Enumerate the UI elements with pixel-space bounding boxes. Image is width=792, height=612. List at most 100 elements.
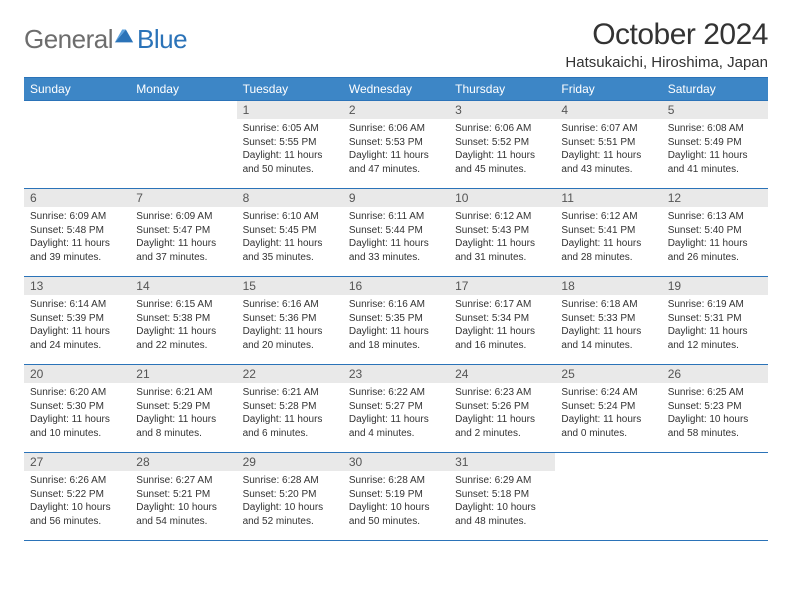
day-number: 21 — [130, 365, 236, 383]
daylight-line: Daylight: 10 hours and 54 minutes. — [136, 501, 230, 528]
sunset-line: Sunset: 5:26 PM — [455, 400, 549, 414]
sunset-line: Sunset: 5:28 PM — [243, 400, 337, 414]
daylight-line: Daylight: 11 hours and 31 minutes. — [455, 237, 549, 264]
day-details: Sunrise: 6:11 AMSunset: 5:44 PMDaylight:… — [343, 207, 449, 268]
day-details: Sunrise: 6:12 AMSunset: 5:43 PMDaylight:… — [449, 207, 555, 268]
day-number: 10 — [449, 189, 555, 207]
calendar-cell: 2Sunrise: 6:06 AMSunset: 5:53 PMDaylight… — [343, 101, 449, 189]
daylight-line: Daylight: 11 hours and 12 minutes. — [668, 325, 762, 352]
sunset-line: Sunset: 5:44 PM — [349, 224, 443, 238]
day-details: Sunrise: 6:17 AMSunset: 5:34 PMDaylight:… — [449, 295, 555, 356]
day-details: Sunrise: 6:09 AMSunset: 5:47 PMDaylight:… — [130, 207, 236, 268]
day-number: 30 — [343, 453, 449, 471]
calendar-cell: 1Sunrise: 6:05 AMSunset: 5:55 PMDaylight… — [237, 101, 343, 189]
daylight-line: Daylight: 11 hours and 16 minutes. — [455, 325, 549, 352]
sunrise-line: Sunrise: 6:12 AM — [561, 210, 655, 224]
day-number: 2 — [343, 101, 449, 119]
sunset-line: Sunset: 5:20 PM — [243, 488, 337, 502]
triangle-icon — [113, 24, 135, 46]
calendar-cell: 3Sunrise: 6:06 AMSunset: 5:52 PMDaylight… — [449, 101, 555, 189]
day-details: Sunrise: 6:08 AMSunset: 5:49 PMDaylight:… — [662, 119, 768, 180]
sunrise-line: Sunrise: 6:29 AM — [455, 474, 549, 488]
day-details: Sunrise: 6:25 AMSunset: 5:23 PMDaylight:… — [662, 383, 768, 444]
calendar-cell: 24Sunrise: 6:23 AMSunset: 5:26 PMDayligh… — [449, 365, 555, 453]
calendar-cell: 22Sunrise: 6:21 AMSunset: 5:28 PMDayligh… — [237, 365, 343, 453]
day-number: 19 — [662, 277, 768, 295]
calendar-page: General Blue October 2024 Hatsukaichi, H… — [0, 0, 792, 541]
daylight-line: Daylight: 11 hours and 41 minutes. — [668, 149, 762, 176]
day-details: Sunrise: 6:14 AMSunset: 5:39 PMDaylight:… — [24, 295, 130, 356]
calendar-cell: 5Sunrise: 6:08 AMSunset: 5:49 PMDaylight… — [662, 101, 768, 189]
calendar-cell: 26Sunrise: 6:25 AMSunset: 5:23 PMDayligh… — [662, 365, 768, 453]
calendar-body: 1Sunrise: 6:05 AMSunset: 5:55 PMDaylight… — [24, 101, 768, 541]
daylight-line: Daylight: 10 hours and 56 minutes. — [30, 501, 124, 528]
day-details: Sunrise: 6:06 AMSunset: 5:53 PMDaylight:… — [343, 119, 449, 180]
sunset-line: Sunset: 5:21 PM — [136, 488, 230, 502]
day-number: 31 — [449, 453, 555, 471]
sunset-line: Sunset: 5:27 PM — [349, 400, 443, 414]
day-details: Sunrise: 6:12 AMSunset: 5:41 PMDaylight:… — [555, 207, 661, 268]
day-number: 22 — [237, 365, 343, 383]
sunset-line: Sunset: 5:23 PM — [668, 400, 762, 414]
daylight-line: Daylight: 11 hours and 0 minutes. — [561, 413, 655, 440]
calendar-cell — [24, 101, 130, 189]
sunrise-line: Sunrise: 6:16 AM — [243, 298, 337, 312]
sunset-line: Sunset: 5:52 PM — [455, 136, 549, 150]
day-number: 23 — [343, 365, 449, 383]
calendar-row: 6Sunrise: 6:09 AMSunset: 5:48 PMDaylight… — [24, 189, 768, 277]
day-details: Sunrise: 6:15 AMSunset: 5:38 PMDaylight:… — [130, 295, 236, 356]
col-tuesday: Tuesday — [237, 78, 343, 101]
day-details: Sunrise: 6:24 AMSunset: 5:24 PMDaylight:… — [555, 383, 661, 444]
calendar-cell: 20Sunrise: 6:20 AMSunset: 5:30 PMDayligh… — [24, 365, 130, 453]
sunrise-line: Sunrise: 6:18 AM — [561, 298, 655, 312]
header: General Blue October 2024 Hatsukaichi, H… — [24, 18, 768, 71]
daylight-line: Daylight: 10 hours and 52 minutes. — [243, 501, 337, 528]
day-details: Sunrise: 6:16 AMSunset: 5:35 PMDaylight:… — [343, 295, 449, 356]
day-details: Sunrise: 6:18 AMSunset: 5:33 PMDaylight:… — [555, 295, 661, 356]
sunset-line: Sunset: 5:40 PM — [668, 224, 762, 238]
sunset-line: Sunset: 5:36 PM — [243, 312, 337, 326]
sunset-line: Sunset: 5:24 PM — [561, 400, 655, 414]
sunrise-line: Sunrise: 6:07 AM — [561, 122, 655, 136]
sunset-line: Sunset: 5:30 PM — [30, 400, 124, 414]
sunrise-line: Sunrise: 6:11 AM — [349, 210, 443, 224]
calendar-row: 27Sunrise: 6:26 AMSunset: 5:22 PMDayligh… — [24, 453, 768, 541]
daylight-line: Daylight: 11 hours and 43 minutes. — [561, 149, 655, 176]
day-details: Sunrise: 6:09 AMSunset: 5:48 PMDaylight:… — [24, 207, 130, 268]
logo-word1: General — [24, 24, 113, 55]
sunrise-line: Sunrise: 6:08 AM — [668, 122, 762, 136]
day-number: 17 — [449, 277, 555, 295]
day-details: Sunrise: 6:06 AMSunset: 5:52 PMDaylight:… — [449, 119, 555, 180]
col-monday: Monday — [130, 78, 236, 101]
sunrise-line: Sunrise: 6:26 AM — [30, 474, 124, 488]
daylight-line: Daylight: 11 hours and 35 minutes. — [243, 237, 337, 264]
day-number: 13 — [24, 277, 130, 295]
day-details: Sunrise: 6:21 AMSunset: 5:29 PMDaylight:… — [130, 383, 236, 444]
day-number: 27 — [24, 453, 130, 471]
sunrise-line: Sunrise: 6:14 AM — [30, 298, 124, 312]
col-thursday: Thursday — [449, 78, 555, 101]
sunset-line: Sunset: 5:48 PM — [30, 224, 124, 238]
day-details: Sunrise: 6:13 AMSunset: 5:40 PMDaylight:… — [662, 207, 768, 268]
sunrise-line: Sunrise: 6:19 AM — [668, 298, 762, 312]
calendar-cell: 23Sunrise: 6:22 AMSunset: 5:27 PMDayligh… — [343, 365, 449, 453]
day-details: Sunrise: 6:10 AMSunset: 5:45 PMDaylight:… — [237, 207, 343, 268]
col-saturday: Saturday — [662, 78, 768, 101]
daylight-line: Daylight: 11 hours and 20 minutes. — [243, 325, 337, 352]
day-details: Sunrise: 6:26 AMSunset: 5:22 PMDaylight:… — [24, 471, 130, 532]
sunset-line: Sunset: 5:35 PM — [349, 312, 443, 326]
day-number: 11 — [555, 189, 661, 207]
calendar-cell: 9Sunrise: 6:11 AMSunset: 5:44 PMDaylight… — [343, 189, 449, 277]
day-number: 24 — [449, 365, 555, 383]
calendar-table: Sunday Monday Tuesday Wednesday Thursday… — [24, 77, 768, 541]
day-number: 20 — [24, 365, 130, 383]
day-details: Sunrise: 6:21 AMSunset: 5:28 PMDaylight:… — [237, 383, 343, 444]
day-number: 1 — [237, 101, 343, 119]
calendar-cell — [662, 453, 768, 541]
day-details: Sunrise: 6:22 AMSunset: 5:27 PMDaylight:… — [343, 383, 449, 444]
calendar-cell: 11Sunrise: 6:12 AMSunset: 5:41 PMDayligh… — [555, 189, 661, 277]
sunset-line: Sunset: 5:34 PM — [455, 312, 549, 326]
location-label: Hatsukaichi, Hiroshima, Japan — [565, 54, 768, 71]
page-title: October 2024 — [565, 18, 768, 52]
day-number: 9 — [343, 189, 449, 207]
